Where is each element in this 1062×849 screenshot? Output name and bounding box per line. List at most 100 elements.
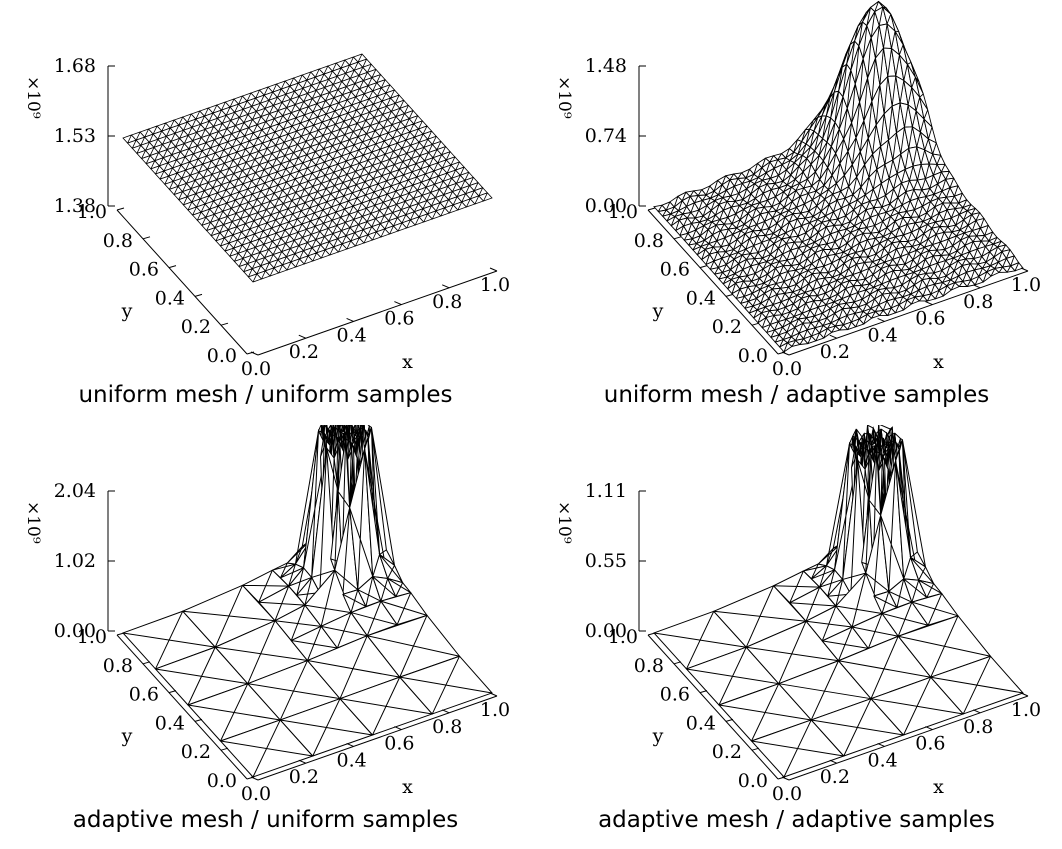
mesh-cell	[911, 592, 959, 626]
x-tick-mark	[829, 759, 837, 764]
x-tick-label: 0.4	[867, 324, 897, 346]
y-tick-label: 0.2	[712, 741, 742, 763]
x-tick-mark	[442, 284, 450, 289]
y-tick-mark	[194, 718, 203, 722]
y-tick-label: 0.6	[129, 684, 159, 706]
x-axis-label: x	[402, 351, 413, 373]
y-tick-label: 0.8	[634, 230, 664, 252]
z-tick-label: 0.00	[585, 620, 627, 642]
x-tick-label: 0.8	[432, 716, 462, 738]
y-tick-mark	[699, 690, 708, 694]
x-tick-label: 1.0	[1011, 274, 1041, 296]
mesh-cell	[909, 556, 935, 585]
y-tick-mark	[777, 776, 786, 780]
y-tick-label: 0.0	[738, 770, 768, 792]
y-tick-label: 0.0	[207, 345, 237, 367]
x-tick-mark	[973, 709, 981, 714]
panel-adaptive-adaptive: 0.0 0.2 0.4 0.6 0.8 1.0 x 0.0 0.2 0.4 0.6 0.8 1.0 y 0.…	[531, 425, 1062, 849]
z-multiplier: ×10⁹	[554, 76, 574, 119]
mesh-cell	[478, 192, 493, 202]
x-tick-label: 0.8	[963, 716, 993, 738]
mesh-cell	[835, 572, 883, 628]
x-tick-label: 0.4	[336, 324, 366, 346]
mesh-cell	[929, 655, 1024, 715]
panel-caption: uniform mesh / adaptive samples	[603, 382, 990, 408]
x-tick-mark	[442, 709, 450, 714]
x-tick-mark	[298, 759, 306, 764]
x-tick-label: 0.6	[384, 308, 414, 330]
y-tick-mark	[725, 718, 734, 722]
y-tick-label: 0.8	[634, 655, 664, 677]
z-tick-label: 1.02	[54, 550, 96, 572]
y-tick-label: 0.2	[712, 316, 742, 338]
x-axis-line	[257, 695, 498, 781]
y-tick-mark	[725, 293, 734, 297]
surface-mesh	[653, 425, 1024, 778]
y-tick-label: 0.4	[155, 712, 185, 734]
z-tick-label: 0.74	[585, 125, 627, 147]
mesh-cell	[154, 646, 249, 706]
y-tick-label: 0.6	[660, 684, 690, 706]
mesh-cell	[870, 676, 965, 736]
y-tick-mark	[142, 236, 151, 240]
y-tick-label: 0.2	[181, 316, 211, 338]
x-tick-label: 0.4	[867, 749, 897, 771]
x-tick-mark	[877, 742, 885, 747]
mesh-cell	[337, 438, 351, 563]
y-tick-mark	[673, 236, 682, 240]
panel-adaptive-uniform: 0.0 0.2 0.4 0.6 0.8 1.0 x 0.0 0.2 0.4 0.6 0.8 1.0 y 0.…	[0, 425, 531, 849]
panel-caption: uniform mesh / uniform samples	[78, 382, 453, 408]
y-axis-line	[647, 634, 779, 780]
y-tick-mark	[220, 747, 229, 751]
x-tick-mark	[394, 301, 402, 306]
y-tick-mark	[699, 265, 708, 269]
y-tick-mark	[751, 747, 760, 751]
y-tick-mark	[246, 351, 255, 355]
mesh-cell	[339, 676, 434, 736]
z-tick-label: 0.00	[585, 195, 627, 217]
axes: 0.0 0.2 0.4 0.6 0.8 1.0 x 0.0 0.2 0.4 0.6 0.8 1.0 y 1.…	[23, 55, 510, 380]
x-tick-mark	[346, 317, 354, 322]
z-tick-label: 1.48	[585, 55, 627, 77]
x-tick-label: 0.0	[772, 358, 802, 380]
mesh-cell	[897, 615, 992, 678]
x-axis-line	[788, 270, 1029, 356]
mesh-cell	[181, 584, 276, 648]
y-tick-mark	[220, 322, 229, 326]
panel-caption: adaptive mesh / uniform samples	[72, 807, 459, 833]
y-tick-label: 1.0	[77, 626, 107, 648]
y-tick-mark	[142, 661, 151, 665]
x-axis-line	[257, 270, 498, 356]
panel-uniform-adaptive: 0.0 0.2 0.4 0.6 0.8 1.0 x 0.0 0.2 0.4 0.6 0.8 1.0 y 0.…	[531, 0, 1062, 424]
mesh-cell	[750, 719, 845, 778]
axes: 0.0 0.2 0.4 0.6 0.8 1.0 x 0.0 0.2 0.4 0.6 0.8 1.0 y 0.…	[23, 480, 510, 805]
z-multiplier: ×10⁹	[554, 501, 574, 544]
y-axis-label: y	[121, 725, 133, 747]
x-tick-mark	[1020, 267, 1029, 272]
y-tick-label: 1.0	[77, 201, 107, 223]
y-tick-mark	[116, 632, 125, 636]
x-tick-mark	[298, 334, 306, 339]
y-tick-mark	[777, 351, 786, 355]
x-tick-mark	[489, 267, 498, 272]
x-tick-label: 0.2	[820, 766, 850, 788]
y-tick-label: 0.6	[660, 259, 690, 281]
panel-caption: adaptive mesh / adaptive samples	[598, 807, 995, 833]
y-tick-label: 0.8	[103, 655, 133, 677]
y-tick-mark	[246, 776, 255, 780]
y-tick-label: 1.0	[608, 626, 638, 648]
y-tick-label: 0.6	[129, 259, 159, 281]
x-tick-label: 0.4	[336, 749, 366, 771]
x-tick-mark	[394, 726, 402, 731]
x-axis-label: x	[402, 776, 413, 798]
x-tick-label: 0.0	[241, 358, 271, 380]
y-axis-line	[647, 209, 779, 355]
surface-plot-2: 0.0 0.2 0.4 0.6 0.8 1.0 x 0.0 0.2 0.4 0.6 0.8 1.0 y 0.…	[554, 0, 1041, 380]
x-tick-mark	[829, 334, 837, 339]
y-tick-mark	[751, 322, 760, 326]
x-tick-label: 1.0	[1011, 699, 1041, 721]
y-tick-mark	[116, 207, 125, 211]
x-tick-mark	[1020, 692, 1029, 697]
z-tick-label: 1.53	[54, 125, 96, 147]
x-tick-label: 0.2	[289, 341, 319, 363]
